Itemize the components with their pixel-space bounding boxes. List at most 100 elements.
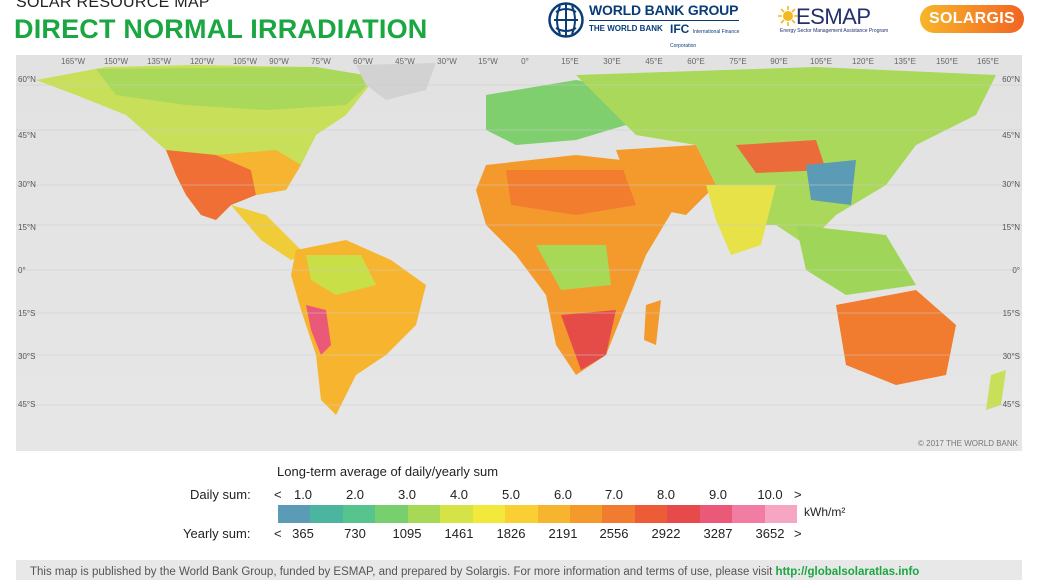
lon-label: 135°E <box>894 57 916 66</box>
world-map: 165°W 150°W 135°W 120°W 105°W 90°W 75°W … <box>16 55 1022 451</box>
daily-sum-label: Daily sum: <box>190 487 251 502</box>
wbg-name: WORLD BANK GROUP <box>589 2 739 18</box>
yearly-tick: 1826 <box>496 526 526 541</box>
colorbar-swatch <box>634 505 668 523</box>
yearly-tick: 2556 <box>599 526 629 541</box>
colorbar-swatch <box>342 505 376 523</box>
lon-label: 135°W <box>146 57 172 66</box>
lon-label: 75°E <box>729 57 747 66</box>
map-title: DIRECT NORMAL IRRADIATION <box>14 14 428 44</box>
lat-label-right: 0° <box>1012 266 1020 275</box>
north-america-plains <box>216 150 301 195</box>
wbg-divider <box>589 20 739 21</box>
lat-label-left: 30°N <box>18 180 36 189</box>
graticule <box>16 84 1022 406</box>
india-region <box>706 185 776 255</box>
daily-tick: 5.0 <box>501 487 521 502</box>
middle-east-region <box>616 145 716 215</box>
lat-label-right: 45°S <box>1002 400 1020 409</box>
daily-tick: 1.0 <box>293 487 313 502</box>
yearly-gt-marker: > <box>794 526 802 541</box>
australia-region <box>836 290 956 385</box>
southeast-asia-region <box>796 225 916 295</box>
footer-note: This map is published by the World Bank … <box>16 560 1022 580</box>
lat-label-right: 60°N <box>1002 75 1020 84</box>
lon-label: 30°E <box>603 57 621 66</box>
lat-label-left: 60°N <box>18 75 36 84</box>
yearly-tick: 730 <box>344 526 366 541</box>
footer-text: This map is published by the World Bank … <box>30 566 776 578</box>
madagascar-region <box>644 300 661 345</box>
daily-tick: 2.0 <box>345 487 365 502</box>
daily-gt-marker: > <box>794 487 802 502</box>
wbg-subtitle-ifc: IFC International Finance Corporation <box>670 22 748 50</box>
longitude-labels: 165°W 150°W 135°W 120°W 105°W 90°W 75°W … <box>16 55 1022 66</box>
colorbar-swatch <box>699 505 733 523</box>
yearly-tick: 3652 <box>755 526 785 541</box>
colorbar-swatch <box>440 505 473 523</box>
lat-label-left: 15°S <box>18 309 36 318</box>
daily-tick: 3.0 <box>397 487 417 502</box>
yearly-tick: 3287 <box>703 526 733 541</box>
map-canvas <box>16 55 1022 451</box>
yearly-tick: 2191 <box>548 526 578 541</box>
colorbar-swatch <box>505 505 538 523</box>
globe-icon <box>548 2 584 38</box>
legend-caption: Long-term average of daily/yearly sum <box>277 464 499 479</box>
new-zealand-region <box>986 370 1006 410</box>
yearly-tick: 2922 <box>651 526 681 541</box>
lon-label: 75°W <box>311 57 331 66</box>
colorbar-swatch <box>764 505 797 523</box>
solargis-logo[interactable]: SOLARGIS <box>920 5 1024 33</box>
lon-label: 165°E <box>977 57 999 66</box>
lon-label: 90°E <box>770 57 788 66</box>
ifc-label: IFC <box>670 22 690 36</box>
colorbar-swatch <box>310 505 343 523</box>
map-supertitle: SOLAR RESOURCE MAP <box>16 0 210 11</box>
colorbar <box>278 505 797 523</box>
yearly-tick: 365 <box>292 526 314 541</box>
yearly-tick: 1461 <box>444 526 474 541</box>
lat-label-left: 0° <box>18 266 26 275</box>
lat-label-right: 30°S <box>1002 352 1020 361</box>
footer-link[interactable]: http://globalsolaratlas.info <box>775 566 920 578</box>
header: SOLAR RESOURCE MAP DIRECT NORMAL IRRADIA… <box>0 0 1038 52</box>
central-america-region <box>231 205 306 260</box>
lon-label: 15°E <box>561 57 579 66</box>
esmap-wordmark: ESMAP <box>796 4 871 29</box>
esmap-tagline: Energy Sector Management Assistance Prog… <box>780 28 889 34</box>
lon-label: 105°E <box>810 57 832 66</box>
tibet-high <box>736 140 826 173</box>
daily-tick: 10.0 <box>757 487 783 502</box>
colorbar-swatch <box>602 505 635 523</box>
colorbar-swatch <box>407 505 441 523</box>
colorbar-swatch <box>472 505 506 523</box>
daily-lt-marker: < <box>274 487 282 502</box>
lat-label-left: 30°S <box>18 352 36 361</box>
lon-label: 60°E <box>687 57 705 66</box>
colorbar-swatch <box>569 505 603 523</box>
andes-high <box>306 305 331 355</box>
lon-label: 60°W <box>353 57 373 66</box>
world-bank-group-logo[interactable]: WORLD BANK GROUP THE WORLD BANK IFC Inte… <box>548 2 748 49</box>
lat-label-right: 15°S <box>1002 309 1020 318</box>
sun-icon <box>778 6 798 26</box>
daily-tick: 6.0 <box>553 487 573 502</box>
daily-tick: 4.0 <box>449 487 469 502</box>
colorbar-swatch <box>375 505 408 523</box>
yearly-lt-marker: < <box>274 526 282 541</box>
lon-label: 15°W <box>478 57 498 66</box>
yearly-sum-label: Yearly sum: <box>183 526 251 541</box>
lat-label-left: 15°N <box>18 223 36 232</box>
wbg-subtitle-worldbank: THE WORLD BANK <box>589 24 663 33</box>
daily-tick: 9.0 <box>708 487 728 502</box>
amazon-low <box>306 255 376 295</box>
canada-north <box>96 67 376 110</box>
lat-label-right: 45°N <box>1002 131 1020 140</box>
lat-label-right: 30°N <box>1002 180 1020 189</box>
daily-tick: 8.0 <box>656 487 676 502</box>
daily-tick: 7.0 <box>604 487 624 502</box>
esmap-logo[interactable]: ESMAP Energy Sector Management Assistanc… <box>778 4 888 38</box>
sahara-high <box>506 170 666 215</box>
unit-label: kWh/m² <box>804 505 846 519</box>
